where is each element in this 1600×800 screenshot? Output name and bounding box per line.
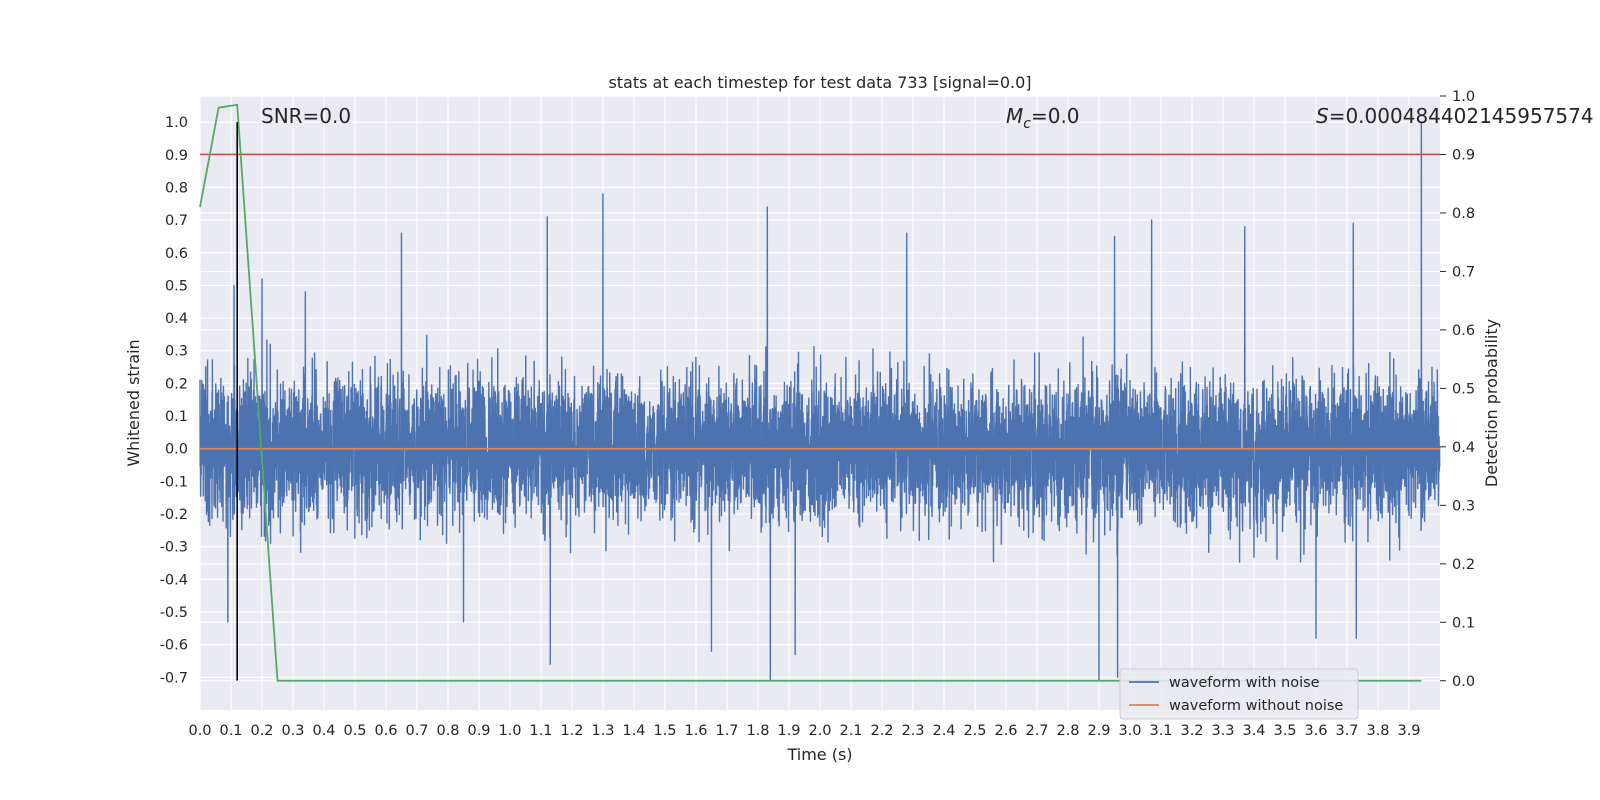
y-right-axis-ticks: 0.0 0.1 0.2 0.3 0.4 0.5 0.6 0.7 0.8 0.9 1.0 xyxy=(1440,89,1475,690)
legend: waveform with noise waveform without noi… xyxy=(1119,668,1359,720)
y-right-tick-label: 0.9 xyxy=(1452,147,1475,163)
y-tick-label: 0.3 xyxy=(165,344,188,360)
x-tick-label: 2.2 xyxy=(870,723,893,739)
y-right-tick-label: 1.0 xyxy=(1452,89,1475,105)
x-tick-label: 0.2 xyxy=(250,723,273,739)
x-tick-label: 0.4 xyxy=(312,723,335,739)
x-tick-label: 2.7 xyxy=(1025,723,1048,739)
x-tick-label: 3.3 xyxy=(1211,723,1234,739)
x-tick-label: 3.2 xyxy=(1180,723,1203,739)
y-tick-label: 0.6 xyxy=(165,246,188,262)
x-tick-label: 0.0 xyxy=(188,723,211,739)
x-tick-label: 1.5 xyxy=(653,723,676,739)
y-tick-label: -0.4 xyxy=(160,572,188,588)
mc-value: =0.0 xyxy=(1031,104,1080,128)
x-tick-label: 2.1 xyxy=(839,723,862,739)
x-tick-label: 3.7 xyxy=(1335,723,1358,739)
x-tick-label: 2.6 xyxy=(994,723,1017,739)
x-tick-label: 0.1 xyxy=(219,723,242,739)
y-tick-label: 0.5 xyxy=(165,278,188,294)
x-tick-label: 3.1 xyxy=(1149,723,1172,739)
x-tick-label: 1.2 xyxy=(560,723,583,739)
x-tick-label: 1.6 xyxy=(684,723,707,739)
x-tick-label: 1.1 xyxy=(529,723,552,739)
x-tick-label: 0.5 xyxy=(343,723,366,739)
y-tick-label: 0.8 xyxy=(165,180,188,196)
annotation-s: S=0.000484402145957574 xyxy=(1316,104,1594,128)
y-right-tick-label: 0.3 xyxy=(1452,498,1475,514)
x-tick-label: 2.3 xyxy=(901,723,924,739)
s-value-trailing: 4 xyxy=(1581,104,1594,128)
x-tick-label: 1.8 xyxy=(746,723,769,739)
y-right-axis-label: Detection probability xyxy=(1482,319,1501,487)
y-tick-label: 0.2 xyxy=(165,376,188,392)
x-tick-label: 3.0 xyxy=(1118,723,1141,739)
y-axis-label: Whitened strain xyxy=(124,339,143,466)
waveform-with-noise-line xyxy=(199,121,1441,682)
y-tick-label: -0.6 xyxy=(160,638,188,654)
y-right-tick-label: 0.2 xyxy=(1452,557,1475,573)
y-tick-label: 0.9 xyxy=(165,148,188,164)
x-tick-label: 0.3 xyxy=(281,723,304,739)
y-right-tick-label: 0.5 xyxy=(1452,381,1475,397)
y-tick-label: -0.2 xyxy=(160,507,188,523)
chart-title: stats at each timestep for test data 733… xyxy=(608,73,1031,92)
x-tick-label: 3.9 xyxy=(1397,723,1420,739)
y-tick-label: -0.3 xyxy=(160,540,188,556)
y-right-tick-label: 0.8 xyxy=(1452,206,1475,222)
legend-box xyxy=(1119,668,1359,720)
x-tick-label: 3.8 xyxy=(1366,723,1389,739)
x-tick-label: 1.0 xyxy=(498,723,521,739)
y-right-tick-label: 0.0 xyxy=(1452,674,1475,690)
x-axis-ticks: 0.0 0.1 0.2 0.3 0.4 0.5 0.6 0.7 0.8 0.9 1.0 1.1 1.2 1… xyxy=(188,723,1420,739)
x-tick-label: 1.9 xyxy=(777,723,800,739)
y-right-tick-label: 0.6 xyxy=(1452,323,1475,339)
x-tick-label: 1.3 xyxy=(591,723,614,739)
y-right-tick-label: 0.7 xyxy=(1452,264,1475,280)
x-tick-label: 1.7 xyxy=(715,723,738,739)
x-tick-label: 1.4 xyxy=(622,723,645,739)
y-tick-label: 0.0 xyxy=(165,442,188,458)
y-tick-label: 1.0 xyxy=(165,115,188,131)
y-right-tick-label: 0.4 xyxy=(1452,440,1475,456)
mc-symbol: M xyxy=(1006,104,1023,128)
x-tick-label: 3.4 xyxy=(1242,723,1265,739)
x-tick-label: 3.6 xyxy=(1304,723,1327,739)
x-tick-label: 0.6 xyxy=(374,723,397,739)
legend-label-clean: waveform without noise xyxy=(1169,698,1343,714)
y-right-tick-label: 0.1 xyxy=(1452,615,1475,631)
annotation-mc: Mc=0.0 xyxy=(1006,104,1080,132)
y-tick-label: -0.5 xyxy=(160,605,188,621)
x-tick-label: 2.5 xyxy=(963,723,986,739)
y-tick-label: 0.1 xyxy=(165,409,188,425)
y-tick-label: 0.4 xyxy=(165,311,188,327)
x-axis-label: Time (s) xyxy=(786,745,852,764)
x-tick-label: 2.0 xyxy=(808,723,831,739)
legend-label-noise: waveform with noise xyxy=(1169,675,1320,691)
s-value: =0.00048440214595757 xyxy=(1329,104,1581,128)
x-tick-label: 3.5 xyxy=(1273,723,1296,739)
y-axis-ticks: -0.7 -0.6 -0.5 -0.4 -0.3 -0.2 -0.1 0.0 0.1 0.2 0.3… xyxy=(160,115,188,686)
x-tick-label: 0.7 xyxy=(405,723,428,739)
s-symbol: S xyxy=(1316,104,1329,128)
x-tick-label: 0.9 xyxy=(467,723,490,739)
x-tick-label: 0.8 xyxy=(436,723,459,739)
y-tick-label: 0.7 xyxy=(165,213,188,229)
series-waveform-with-noise xyxy=(199,121,1441,682)
y-tick-label: -0.7 xyxy=(160,670,188,686)
mc-subscript: c xyxy=(1023,116,1031,132)
annotation-snr: SNR=0.0 xyxy=(261,104,351,128)
x-tick-label: 2.8 xyxy=(1056,723,1079,739)
x-tick-label: 2.4 xyxy=(932,723,955,739)
x-tick-label: 2.9 xyxy=(1087,723,1110,739)
y-tick-label: -0.1 xyxy=(160,474,188,490)
